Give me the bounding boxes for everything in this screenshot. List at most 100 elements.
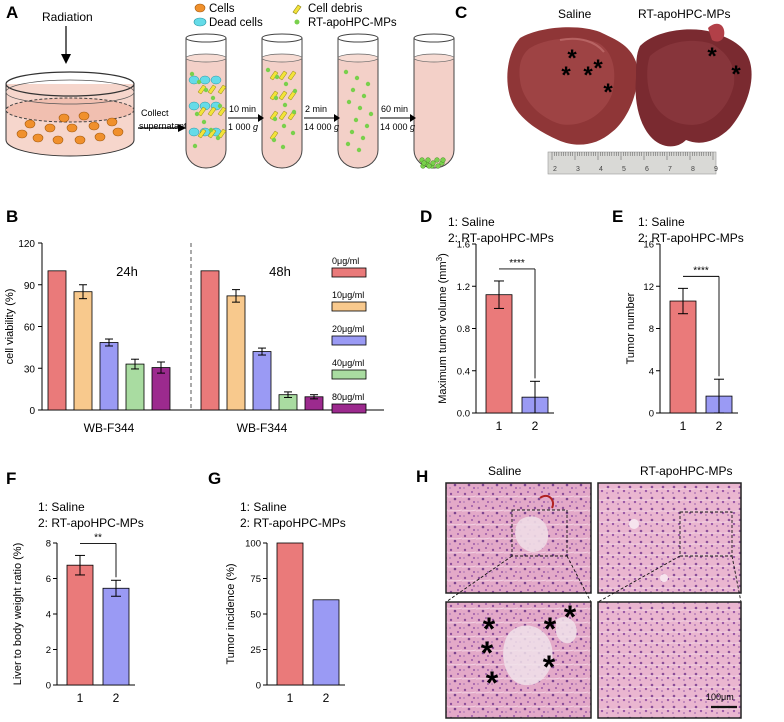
tumor-star: *	[543, 649, 556, 685]
tube-fluid	[413, 57, 455, 169]
tube-wall	[337, 38, 379, 58]
y-tick-label: 4	[649, 366, 654, 377]
cell-debris	[287, 90, 297, 101]
culture-dish	[5, 71, 135, 157]
dish-cell	[24, 119, 36, 129]
y-tick-label: 75	[250, 574, 261, 585]
micro-particle	[210, 95, 216, 101]
dish-cell	[44, 123, 56, 133]
legend-swatch	[331, 335, 367, 346]
legend-label: 40μg/ml	[332, 358, 364, 368]
bar	[669, 300, 697, 414]
x-tick-label: 1	[77, 691, 84, 705]
centrifuge-tubes	[185, 33, 455, 169]
micro-particle	[189, 71, 195, 77]
group-legend-1: 1: Saline	[448, 215, 495, 229]
y-tick-label: 8	[649, 324, 654, 335]
x-tick-label: 1	[287, 691, 294, 705]
step-arrowhead	[334, 114, 340, 122]
cell-debris	[278, 70, 288, 81]
cell-debris	[207, 106, 217, 117]
dish-cell	[16, 129, 28, 139]
ruler: 2 3 4 5 6 7 8 9	[547, 151, 718, 175]
y-tick-label: 50	[250, 610, 261, 621]
cells-legend-icon	[194, 3, 206, 13]
cell-debris	[197, 128, 207, 139]
y-tick-label: 0.8	[457, 324, 470, 335]
tube-2	[261, 33, 303, 169]
dish-cell	[106, 117, 118, 127]
y-tick-label: 1.2	[457, 282, 470, 293]
dish-cell	[88, 121, 100, 131]
y-axis-label-sup: 3	[435, 256, 444, 261]
tumor-star: *	[483, 611, 496, 647]
bar	[73, 291, 93, 411]
group-legend-2: 2: RT-apoHPC-MPs	[240, 516, 346, 530]
step-force-unit: g	[410, 122, 415, 132]
y-tick-label: 90	[24, 281, 36, 292]
significance-label: ****	[693, 265, 709, 276]
step-time: 2 min	[305, 104, 327, 114]
panel-label: G	[208, 469, 221, 488]
x-tick-label: 2	[716, 419, 723, 433]
bar	[252, 351, 272, 411]
tube-3	[337, 33, 379, 169]
chart-f: F 1: Saline 2: RT-apoHPC-MPs 0 2 4 6 8 Liver to …	[6, 469, 144, 705]
step-force: 14 000 g	[304, 122, 339, 132]
ruler-tick-label: 2	[553, 166, 557, 173]
cell-debris	[287, 70, 297, 81]
significance-label: **	[94, 532, 102, 543]
y-tick-label: 6	[46, 574, 51, 585]
y-tick-label: 8	[46, 539, 51, 550]
legend-dead-cells: Dead cells	[209, 17, 263, 29]
y-axis-label-main: Tumor incidence (%)	[225, 563, 237, 664]
micro-particle-pellet	[440, 157, 446, 163]
ruler-tick-label: 3	[576, 166, 580, 173]
y-tick-label: 1.6	[457, 240, 470, 251]
group-x-label: WB-F344	[84, 421, 135, 435]
step-force-unit: g	[253, 122, 258, 132]
ruler-tick-label: 7	[668, 166, 672, 173]
dead-cell	[199, 75, 211, 85]
dead-cell	[188, 101, 200, 111]
y-tick-label: 4	[46, 610, 51, 621]
legend-mps: RT-apoHPC-MPs	[308, 17, 397, 29]
zoom-line-left-1	[445, 555, 513, 603]
y-axis-label: Liver to body weight ratio (%)	[12, 543, 24, 685]
cell-debris	[269, 110, 279, 121]
micro-particle	[353, 117, 359, 123]
y-tick-label: 0	[29, 406, 35, 417]
histology-label-mps: RT-apoHPC-MPs	[640, 464, 732, 478]
micro-particle	[282, 102, 288, 108]
group-x-label: WB-F344	[237, 421, 288, 435]
liver-photo-mps	[635, 23, 752, 147]
tube-wall	[261, 38, 303, 58]
bar	[66, 564, 94, 686]
micro-particle	[368, 111, 374, 117]
x-tick-label: 1	[680, 419, 687, 433]
dish-cell	[32, 133, 44, 143]
bar	[200, 270, 220, 411]
panel-a-legend: Cells Dead cells Cell debris RT-apoHPC-M…	[193, 3, 397, 29]
ruler-tick-label: 9	[714, 166, 718, 173]
histology-mps-high: 100μm	[597, 601, 742, 719]
dish-cell	[78, 111, 90, 121]
step-force: 1 000 g	[228, 122, 258, 132]
panel-a: A Radiation Collect supernatant Cells De…	[5, 3, 455, 169]
bar	[99, 342, 119, 411]
zoom-line-right-2	[731, 555, 742, 603]
dish-cell	[94, 132, 106, 142]
micro-particle	[290, 130, 296, 136]
ruler-tick-label: 6	[645, 166, 649, 173]
group-legend-1: 1: Saline	[38, 500, 85, 514]
y-axis-label-main: Liver to body weight ratio (%)	[12, 543, 24, 685]
micro-particle	[201, 119, 207, 125]
micro-particle	[265, 67, 271, 73]
panel-label: F	[6, 469, 16, 488]
micro-particle	[360, 135, 366, 141]
dish-cell	[66, 123, 78, 133]
bar	[312, 599, 340, 686]
cell-debris	[197, 84, 207, 95]
dead-cell	[210, 75, 222, 85]
